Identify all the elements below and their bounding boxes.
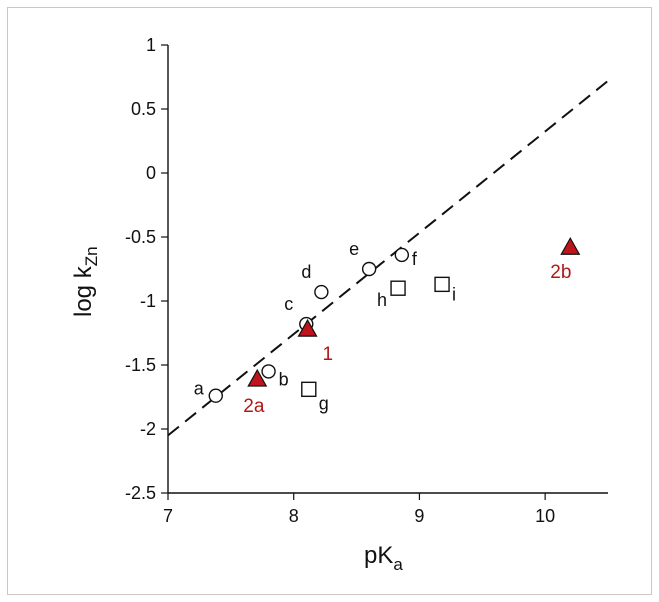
x-axis-title-main: pK xyxy=(364,542,393,569)
y-tick-label: -1.5 xyxy=(125,355,156,375)
triangle-point-2a xyxy=(247,368,268,387)
point-label-e: e xyxy=(349,239,359,259)
point-label-b: b xyxy=(279,369,289,389)
scatter-plot: 1 0.5 0 -0.5 -1 -1.5 -2 -2.5 7 8 9 10 a b cd e f g h i 2a 1 2… xyxy=(70,35,609,574)
circle-point-d xyxy=(314,284,329,300)
fit-line-group xyxy=(167,80,609,437)
point-label-i: i xyxy=(452,284,456,304)
x-axis-title-sub: a xyxy=(393,555,403,574)
point-label-d: d xyxy=(301,262,311,282)
point-label-c: c xyxy=(284,294,293,314)
x-tick-label: 9 xyxy=(414,506,424,526)
triangle-point-1 xyxy=(297,318,318,337)
point-label-1: 1 xyxy=(323,344,334,365)
y-tick-label: 1 xyxy=(146,35,156,55)
x-tick-label: 8 xyxy=(289,506,299,526)
y-tick-label: -1 xyxy=(140,291,156,311)
square-point-h xyxy=(390,280,406,296)
point-label-a: a xyxy=(194,379,205,399)
y-tick-label: -2.5 xyxy=(125,483,156,503)
y-tick-label: -2 xyxy=(140,419,156,439)
point-label-2b: 2b xyxy=(550,262,571,283)
triangle-point-2b xyxy=(560,237,581,255)
y-tick-label: 0.5 xyxy=(131,99,156,119)
circle-point-e xyxy=(361,261,377,277)
circle-point-a xyxy=(208,388,223,403)
axes: 1 0.5 0 -0.5 -1 -1.5 -2 -2.5 7 8 9 10 xyxy=(125,35,608,526)
y-tick-label: -0.5 xyxy=(125,227,156,247)
x-tick-label: 10 xyxy=(535,506,555,526)
circle-point-f xyxy=(394,247,410,263)
circle-point-b xyxy=(261,364,276,379)
x-tick-label: 7 xyxy=(163,506,173,526)
y-axis-title: log kZn xyxy=(70,246,101,317)
point-label-2a: 2a xyxy=(243,396,265,417)
square-point-i xyxy=(434,276,450,293)
point-label-g: g xyxy=(319,393,329,413)
fit-line xyxy=(167,80,609,437)
point-labels: a b cd e f g h i 2a 1 2b xyxy=(194,239,572,417)
square-point-g xyxy=(301,381,317,398)
y-axis-title-sub: Zn xyxy=(82,246,101,266)
figure-frame: 1 0.5 0 -0.5 -1 -1.5 -2 -2.5 7 8 9 10 a b c d e f g h i 2a 1 2… xyxy=(7,7,652,595)
point-label-h: h xyxy=(377,290,387,310)
y-axis-title-main: log k xyxy=(70,265,97,317)
point-label-f: f xyxy=(412,249,418,269)
y-tick-label: 0 xyxy=(146,163,156,183)
x-axis-title: pKa xyxy=(364,542,403,574)
data-points xyxy=(208,237,581,403)
